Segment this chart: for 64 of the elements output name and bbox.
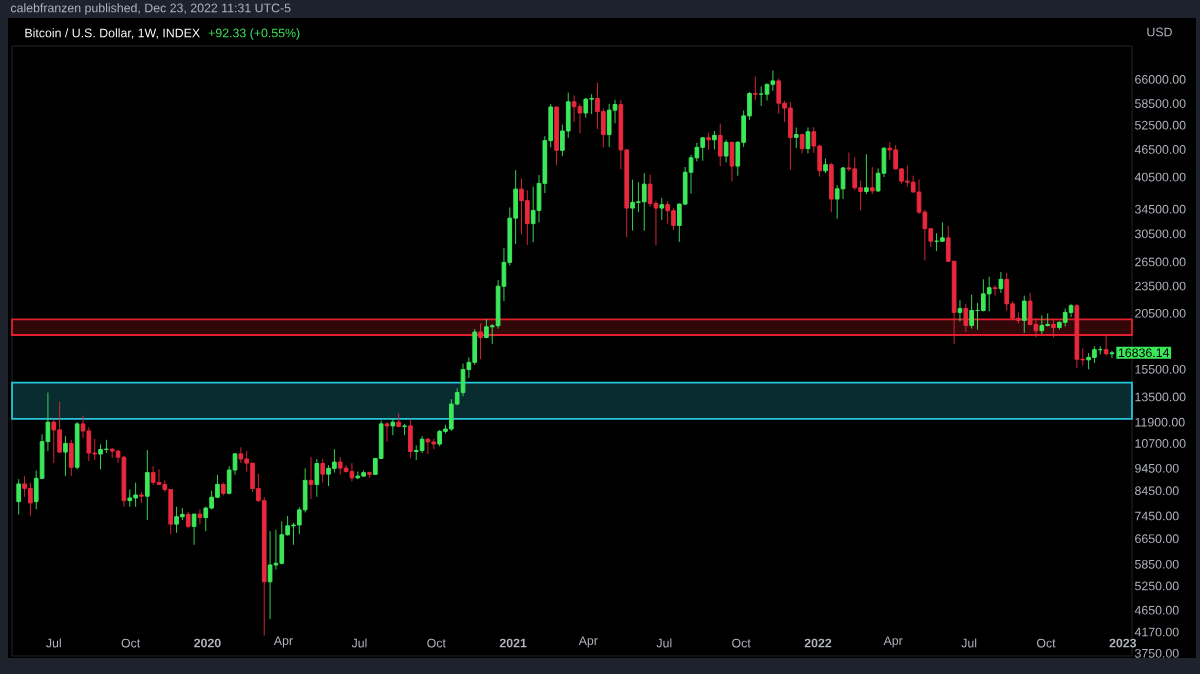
- candlestick: [1045, 312, 1050, 327]
- candlestick: [665, 200, 670, 225]
- candlestick: [191, 513, 197, 546]
- candlestick: [390, 418, 396, 436]
- candlestick: [700, 136, 706, 162]
- candlestick: [28, 482, 33, 517]
- candlestick: [16, 478, 22, 516]
- candlestick: [905, 165, 910, 188]
- candlestick: [1039, 314, 1045, 335]
- candlestick: [723, 139, 729, 163]
- candlestick: [630, 179, 635, 232]
- candlestick: [279, 520, 285, 565]
- candlestick: [133, 482, 138, 508]
- candlestick: [554, 106, 559, 166]
- candlestick: [425, 437, 431, 455]
- candlestick: [712, 130, 717, 150]
- candlestick: [1103, 334, 1109, 357]
- candlestick: [577, 103, 583, 134]
- candlestick: [641, 172, 647, 232]
- candlestick: [1021, 295, 1027, 334]
- candlestick: [174, 506, 179, 534]
- candlestick: [606, 103, 612, 148]
- candlestick: [589, 93, 594, 115]
- candlestick: [671, 207, 676, 231]
- candlestick: [998, 271, 1004, 294]
- candlestick: [963, 303, 969, 333]
- candlestick: [829, 162, 834, 213]
- candlestick: [156, 468, 162, 486]
- candlestick: [957, 299, 963, 322]
- candlestick: [793, 127, 799, 149]
- candlestick: [448, 398, 454, 432]
- candlestick: [267, 530, 273, 620]
- candlestick: [314, 458, 320, 498]
- candlestick: [63, 435, 68, 477]
- candlestick: [717, 123, 723, 167]
- candlestick: [729, 141, 735, 183]
- candlestick: [770, 70, 776, 92]
- candlestick: [460, 363, 466, 397]
- candlestick: [68, 439, 74, 477]
- candlestick: [776, 78, 782, 115]
- candlestick: [408, 418, 413, 459]
- candlestick: [197, 508, 203, 525]
- candlestick: [805, 127, 811, 154]
- candlestick: [706, 132, 711, 151]
- candlestick: [752, 75, 758, 101]
- candlestick: [864, 153, 869, 195]
- candlestick: [384, 421, 390, 443]
- candlestick: [98, 443, 103, 470]
- candlestick: [969, 294, 974, 330]
- candlestick: [659, 197, 665, 221]
- candlestick: [144, 449, 150, 521]
- candlestick: [992, 284, 998, 297]
- candlestick: [150, 465, 156, 486]
- candlestick: [413, 444, 419, 461]
- candlestick: [869, 166, 875, 195]
- candlestick: [121, 455, 127, 508]
- candlestick: [349, 462, 355, 482]
- candlestick: [320, 458, 326, 484]
- candlestick: [940, 221, 945, 243]
- candlestick: [986, 276, 992, 312]
- candlestick: [788, 101, 793, 171]
- candlestick: [74, 421, 80, 470]
- candlestick: [402, 423, 407, 436]
- candlestick: [478, 322, 483, 360]
